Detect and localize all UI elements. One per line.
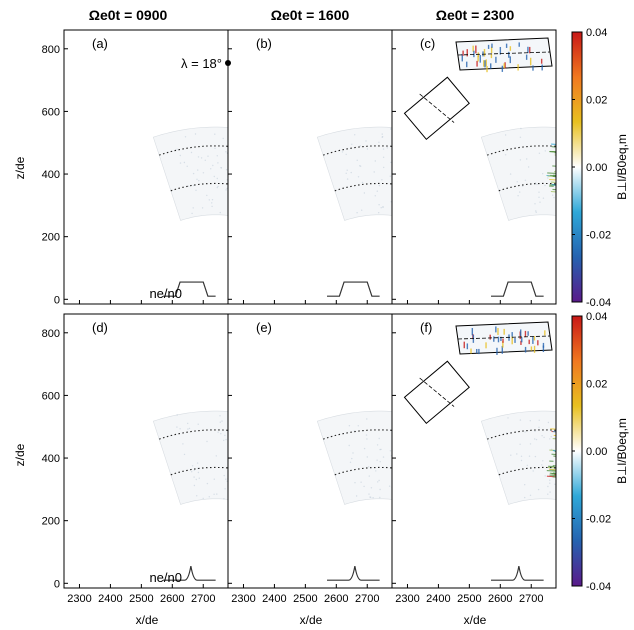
- y-tick-label: 400: [42, 453, 60, 465]
- field-line-2: [323, 429, 392, 440]
- field-line-2: [159, 429, 228, 440]
- colorbar-tick-label: 0.04: [586, 27, 607, 39]
- colorbar-1: 0.04 0.02 0.00 -0.02 -0.04 B⊥l/B0eq,m: [571, 27, 629, 309]
- y-tick-label: 200: [42, 232, 60, 244]
- colorbar-label: B⊥l/B0eq,m: [615, 418, 629, 484]
- x-tick-label: 2300: [67, 593, 91, 605]
- x-tick-label: 2400: [98, 593, 122, 605]
- selection-box: [403, 76, 470, 141]
- panel-frame: [391, 29, 557, 305]
- x-tick-label: 2700: [355, 593, 379, 605]
- x-tick-label: 2500: [129, 593, 153, 605]
- density-profile: [491, 281, 544, 297]
- panels: (a)ne/n010200400600800(b)λ = 18°(c)(d)ne…: [42, 29, 557, 605]
- x-tick-label: 2400: [262, 593, 286, 605]
- field-line-2: [487, 145, 556, 156]
- colorbars: 0.04 0.02 0.00 -0.02 -0.04 B⊥l/B0eq,m 0.04 0.02…: [571, 27, 629, 593]
- colorbar-2: 0.04 0.02 0.00 -0.02 -0.04 B⊥l/B0eq,m: [571, 311, 629, 593]
- panel-label: (b): [256, 36, 272, 51]
- y-tick-label: 400: [42, 169, 60, 181]
- panel-frame: [391, 313, 557, 589]
- x-tick-label: 2500: [293, 593, 317, 605]
- colorbar-tick-label: -0.04: [586, 581, 611, 593]
- y-tick-label: 600: [42, 390, 60, 402]
- panel-e: (e) 2300 2400 2500 2600 2700: [227, 313, 393, 605]
- x-tick-label: 2400: [426, 593, 450, 605]
- x-tick-label: 2300: [395, 593, 419, 605]
- colorbar-tick-label: -0.02: [586, 514, 611, 526]
- y-axis-label-bottom: z/de: [13, 443, 27, 466]
- panel-label: (f): [420, 320, 432, 335]
- profile-label: ne/n0: [149, 570, 182, 585]
- colorbar-tick-label: 0.00: [586, 162, 607, 174]
- panel-label: (a): [92, 36, 108, 51]
- y-tick-label: 0: [54, 578, 60, 590]
- x-axis-label-1: x/de: [136, 613, 159, 627]
- density-profile: [163, 565, 216, 581]
- field-line-2: [487, 429, 556, 440]
- colorbar-label: B⊥l/B0eq,m: [615, 134, 629, 200]
- panel-a: (a)ne/n010200400600800: [42, 29, 238, 306]
- density-profile: [327, 565, 380, 581]
- domain-band: [480, 410, 556, 505]
- domain-band: [316, 126, 392, 221]
- field-line-2: [323, 145, 392, 156]
- colorbar-tick-label: 0.04: [586, 311, 607, 323]
- domain-band: [152, 126, 228, 221]
- inset-panel: [455, 37, 553, 73]
- colorbar-tick-label: -0.02: [586, 230, 611, 242]
- x-tick-label: 2500: [457, 593, 481, 605]
- panel-c: (c): [391, 29, 557, 305]
- y-tick-label: 800: [42, 328, 60, 340]
- panel-f: (f) 2300 2400 2500 2600 2700: [391, 313, 557, 605]
- latitude-annotation: λ = 18°: [181, 56, 222, 71]
- panel-label: (d): [92, 320, 108, 335]
- field-line-2: [159, 145, 228, 156]
- density-profile: [163, 281, 216, 297]
- colorbar-tick-label: 0.02: [586, 95, 607, 107]
- density-profile: [327, 281, 380, 297]
- colorbar-tick-label: 0.00: [586, 446, 607, 458]
- x-tick-label: 2600: [488, 593, 512, 605]
- x-axis-label-3: x/de: [464, 613, 487, 627]
- x-tick-label: 2600: [160, 593, 184, 605]
- y-tick-label: 600: [42, 106, 60, 118]
- x-axis-label-2: x/de: [300, 613, 323, 627]
- panel-label: (c): [420, 36, 435, 51]
- x-tick-label: 2700: [191, 593, 215, 605]
- inset-panel: [455, 321, 553, 355]
- y-axis-label-top: z/de: [13, 156, 27, 179]
- column-title-2: Ωe0t = 1600: [271, 7, 350, 23]
- x-tick-label: 2300: [231, 593, 255, 605]
- domain-band: [152, 410, 228, 505]
- profile-label: ne/n0: [149, 286, 182, 301]
- y-tick-label: 0: [54, 294, 60, 306]
- y-tick-label: 200: [42, 516, 60, 528]
- domain-band: [480, 126, 556, 221]
- column-title-1: Ωe0t = 0900: [89, 7, 168, 23]
- latitude-marker: [225, 60, 231, 66]
- colorbar-tick-label: 0.02: [586, 379, 607, 391]
- column-title-3: Ωe0t = 2300: [436, 7, 515, 23]
- density-profile: [491, 565, 544, 581]
- domain-band: [316, 410, 392, 505]
- panel-b: (b) λ = 18°: [181, 29, 393, 305]
- x-tick-label: 2700: [519, 593, 543, 605]
- panel-label: (e): [256, 320, 272, 335]
- colorbar-tick-label: -0.04: [586, 297, 611, 309]
- selection-box: [403, 360, 470, 425]
- y-tick-label: 800: [42, 44, 60, 56]
- x-tick-label: 2600: [324, 593, 348, 605]
